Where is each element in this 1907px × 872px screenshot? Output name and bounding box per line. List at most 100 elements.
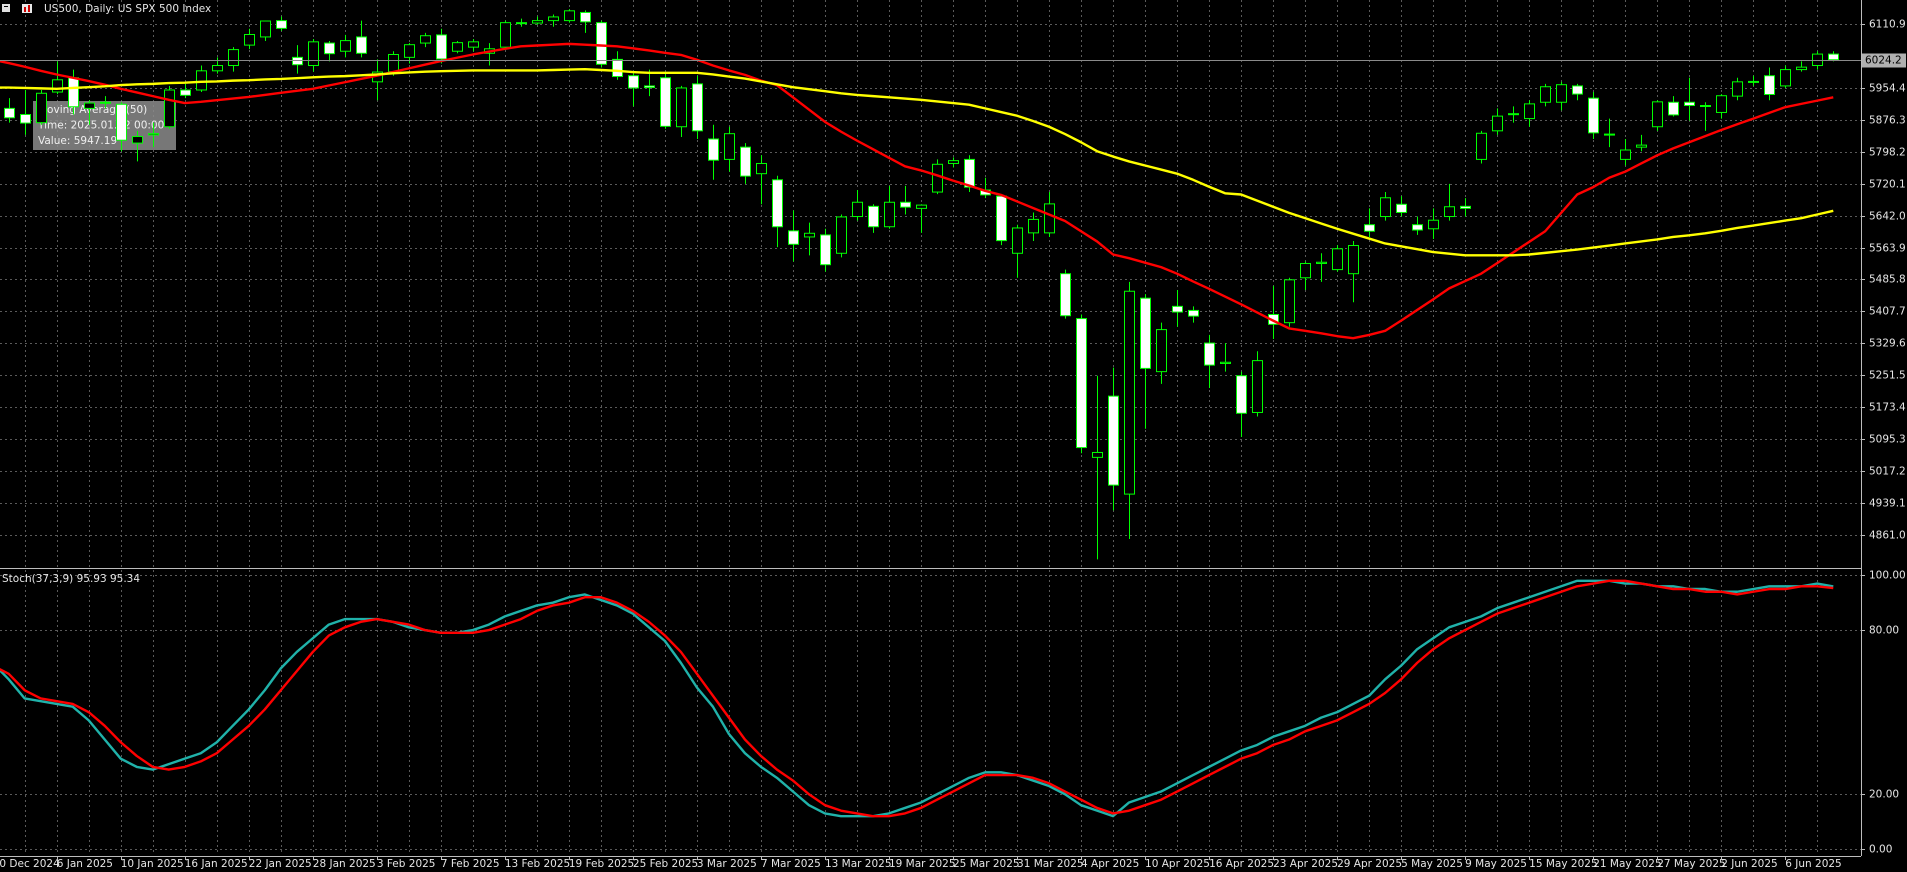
candle-body bbox=[20, 113, 31, 124]
candle-body bbox=[900, 201, 911, 208]
candle-body bbox=[1620, 149, 1631, 160]
x-tick-label: 6 Jan 2025 bbox=[57, 858, 113, 870]
x-tick-label: 7 Feb 2025 bbox=[441, 858, 500, 870]
y-tick-label: 100.00 bbox=[1869, 570, 1906, 582]
candle-body bbox=[36, 92, 47, 124]
y-tick-label: 4939.1 bbox=[1869, 498, 1906, 510]
candle-body bbox=[1140, 297, 1151, 369]
chart-icon-bar bbox=[24, 7, 26, 12]
candle-body bbox=[132, 136, 143, 144]
y-tick-label: 5251.5 bbox=[1869, 370, 1906, 382]
x-tick-label: 27 May 2025 bbox=[1657, 858, 1725, 870]
candle-body bbox=[1428, 219, 1439, 230]
indicator-line bbox=[0, 42, 1834, 340]
x-tick-label: 30 Dec 2024 bbox=[0, 858, 60, 870]
candle-body bbox=[996, 195, 1007, 242]
x-tick-label: 3 Mar 2025 bbox=[697, 858, 757, 870]
candle-body bbox=[1668, 101, 1679, 116]
price-label: 6024.2 bbox=[1865, 55, 1902, 67]
candle-body bbox=[1076, 318, 1087, 449]
candle-body bbox=[1124, 290, 1135, 495]
candle-body bbox=[1732, 81, 1743, 97]
candle-body bbox=[1460, 205, 1471, 209]
indicator-line bbox=[0, 67, 1834, 257]
candle-body bbox=[1284, 279, 1295, 324]
candle-body bbox=[1332, 248, 1343, 271]
candle-body bbox=[724, 133, 735, 160]
x-tick-label: 6 Jun 2025 bbox=[1785, 858, 1841, 870]
x-tick-label: 13 Feb 2025 bbox=[505, 858, 570, 870]
axes-layer: 6110.9 5954.4 5876.3 5798.2 5720.1 5642.0 5563… bbox=[0, 19, 1906, 871]
x-tick-label: 22 Jan 2025 bbox=[249, 858, 312, 870]
price-pane: Moving Average (50)Time: 2025.01.02 00:0… bbox=[0, 9, 1861, 560]
x-tick-label: 5 May 2025 bbox=[1401, 858, 1463, 870]
candle-body bbox=[1188, 309, 1199, 317]
x-tick-label: 16 Apr 2025 bbox=[1209, 858, 1274, 870]
candle-body bbox=[740, 146, 751, 177]
y-tick-label: 5876.3 bbox=[1869, 115, 1906, 127]
candle-body bbox=[1684, 101, 1695, 107]
x-tick-label: 28 Jan 2025 bbox=[313, 858, 376, 870]
x-tick-label: 29 Apr 2025 bbox=[1337, 858, 1402, 870]
candle-body bbox=[1556, 84, 1567, 103]
y-tick-label: 5485.8 bbox=[1869, 274, 1906, 286]
menu-icon-line bbox=[4, 6, 8, 7]
x-tick-label: 10 Jan 2025 bbox=[121, 858, 184, 870]
candle-body bbox=[1236, 375, 1247, 414]
candle-body bbox=[916, 204, 927, 209]
y-tick-label: 5017.2 bbox=[1869, 466, 1906, 478]
candle-body bbox=[1204, 342, 1215, 366]
candle-body bbox=[1108, 395, 1119, 486]
y-tick-label: 4861.0 bbox=[1869, 530, 1906, 542]
candle-body bbox=[52, 79, 63, 93]
candle-body bbox=[148, 133, 159, 136]
indicator-line bbox=[0, 579, 1834, 818]
candle-body bbox=[532, 20, 543, 24]
candle-body bbox=[1700, 105, 1711, 108]
candle-body bbox=[468, 41, 479, 48]
chart-icon-bar bbox=[28, 5, 30, 12]
price-label-box bbox=[1862, 53, 1906, 68]
x-tick-label: 31 Mar 2025 bbox=[1017, 858, 1084, 870]
candle-body bbox=[1396, 203, 1407, 213]
candle-body bbox=[676, 87, 687, 128]
candle-body bbox=[580, 11, 591, 23]
candle-body bbox=[596, 22, 607, 65]
candle-body bbox=[628, 75, 639, 89]
candle-body bbox=[1508, 113, 1519, 116]
candle-body bbox=[1796, 66, 1807, 71]
candle-body bbox=[340, 40, 351, 52]
candle-body bbox=[1444, 206, 1455, 218]
menu-icon[interactable] bbox=[2, 4, 10, 12]
candle-body bbox=[756, 162, 767, 175]
x-tick-label: 13 Mar 2025 bbox=[825, 858, 892, 870]
candle-body bbox=[948, 160, 959, 164]
candle-body bbox=[836, 216, 847, 254]
candle-body bbox=[1780, 69, 1791, 87]
candle-body bbox=[820, 234, 831, 266]
candle-body bbox=[68, 77, 79, 108]
candle-body bbox=[1172, 305, 1183, 313]
candle-body bbox=[1636, 144, 1647, 148]
x-tick-label: 16 Jan 2025 bbox=[185, 858, 248, 870]
candle-body bbox=[1012, 227, 1023, 254]
tooltip-text: Value: 5947.19 bbox=[38, 135, 117, 147]
candle-body bbox=[1828, 53, 1839, 61]
candle-body bbox=[260, 20, 271, 38]
chart-icon[interactable] bbox=[22, 4, 32, 13]
x-tick-label: 19 Feb 2025 bbox=[569, 858, 634, 870]
grid-layer bbox=[0, 0, 1861, 855]
candle-body bbox=[1300, 262, 1311, 279]
candle-body bbox=[1476, 132, 1487, 160]
candle-body bbox=[404, 44, 415, 58]
candle-body bbox=[84, 102, 95, 109]
indicator-main-value: 95.93 bbox=[77, 573, 107, 585]
y-tick-label: 80.00 bbox=[1869, 625, 1899, 637]
x-tick-label: 21 May 2025 bbox=[1593, 858, 1661, 870]
chart-title: US500, Daily: US SPX 500 Index bbox=[44, 3, 211, 15]
candle-body bbox=[884, 201, 895, 228]
candle-body bbox=[212, 65, 223, 72]
candle-body bbox=[644, 85, 655, 89]
